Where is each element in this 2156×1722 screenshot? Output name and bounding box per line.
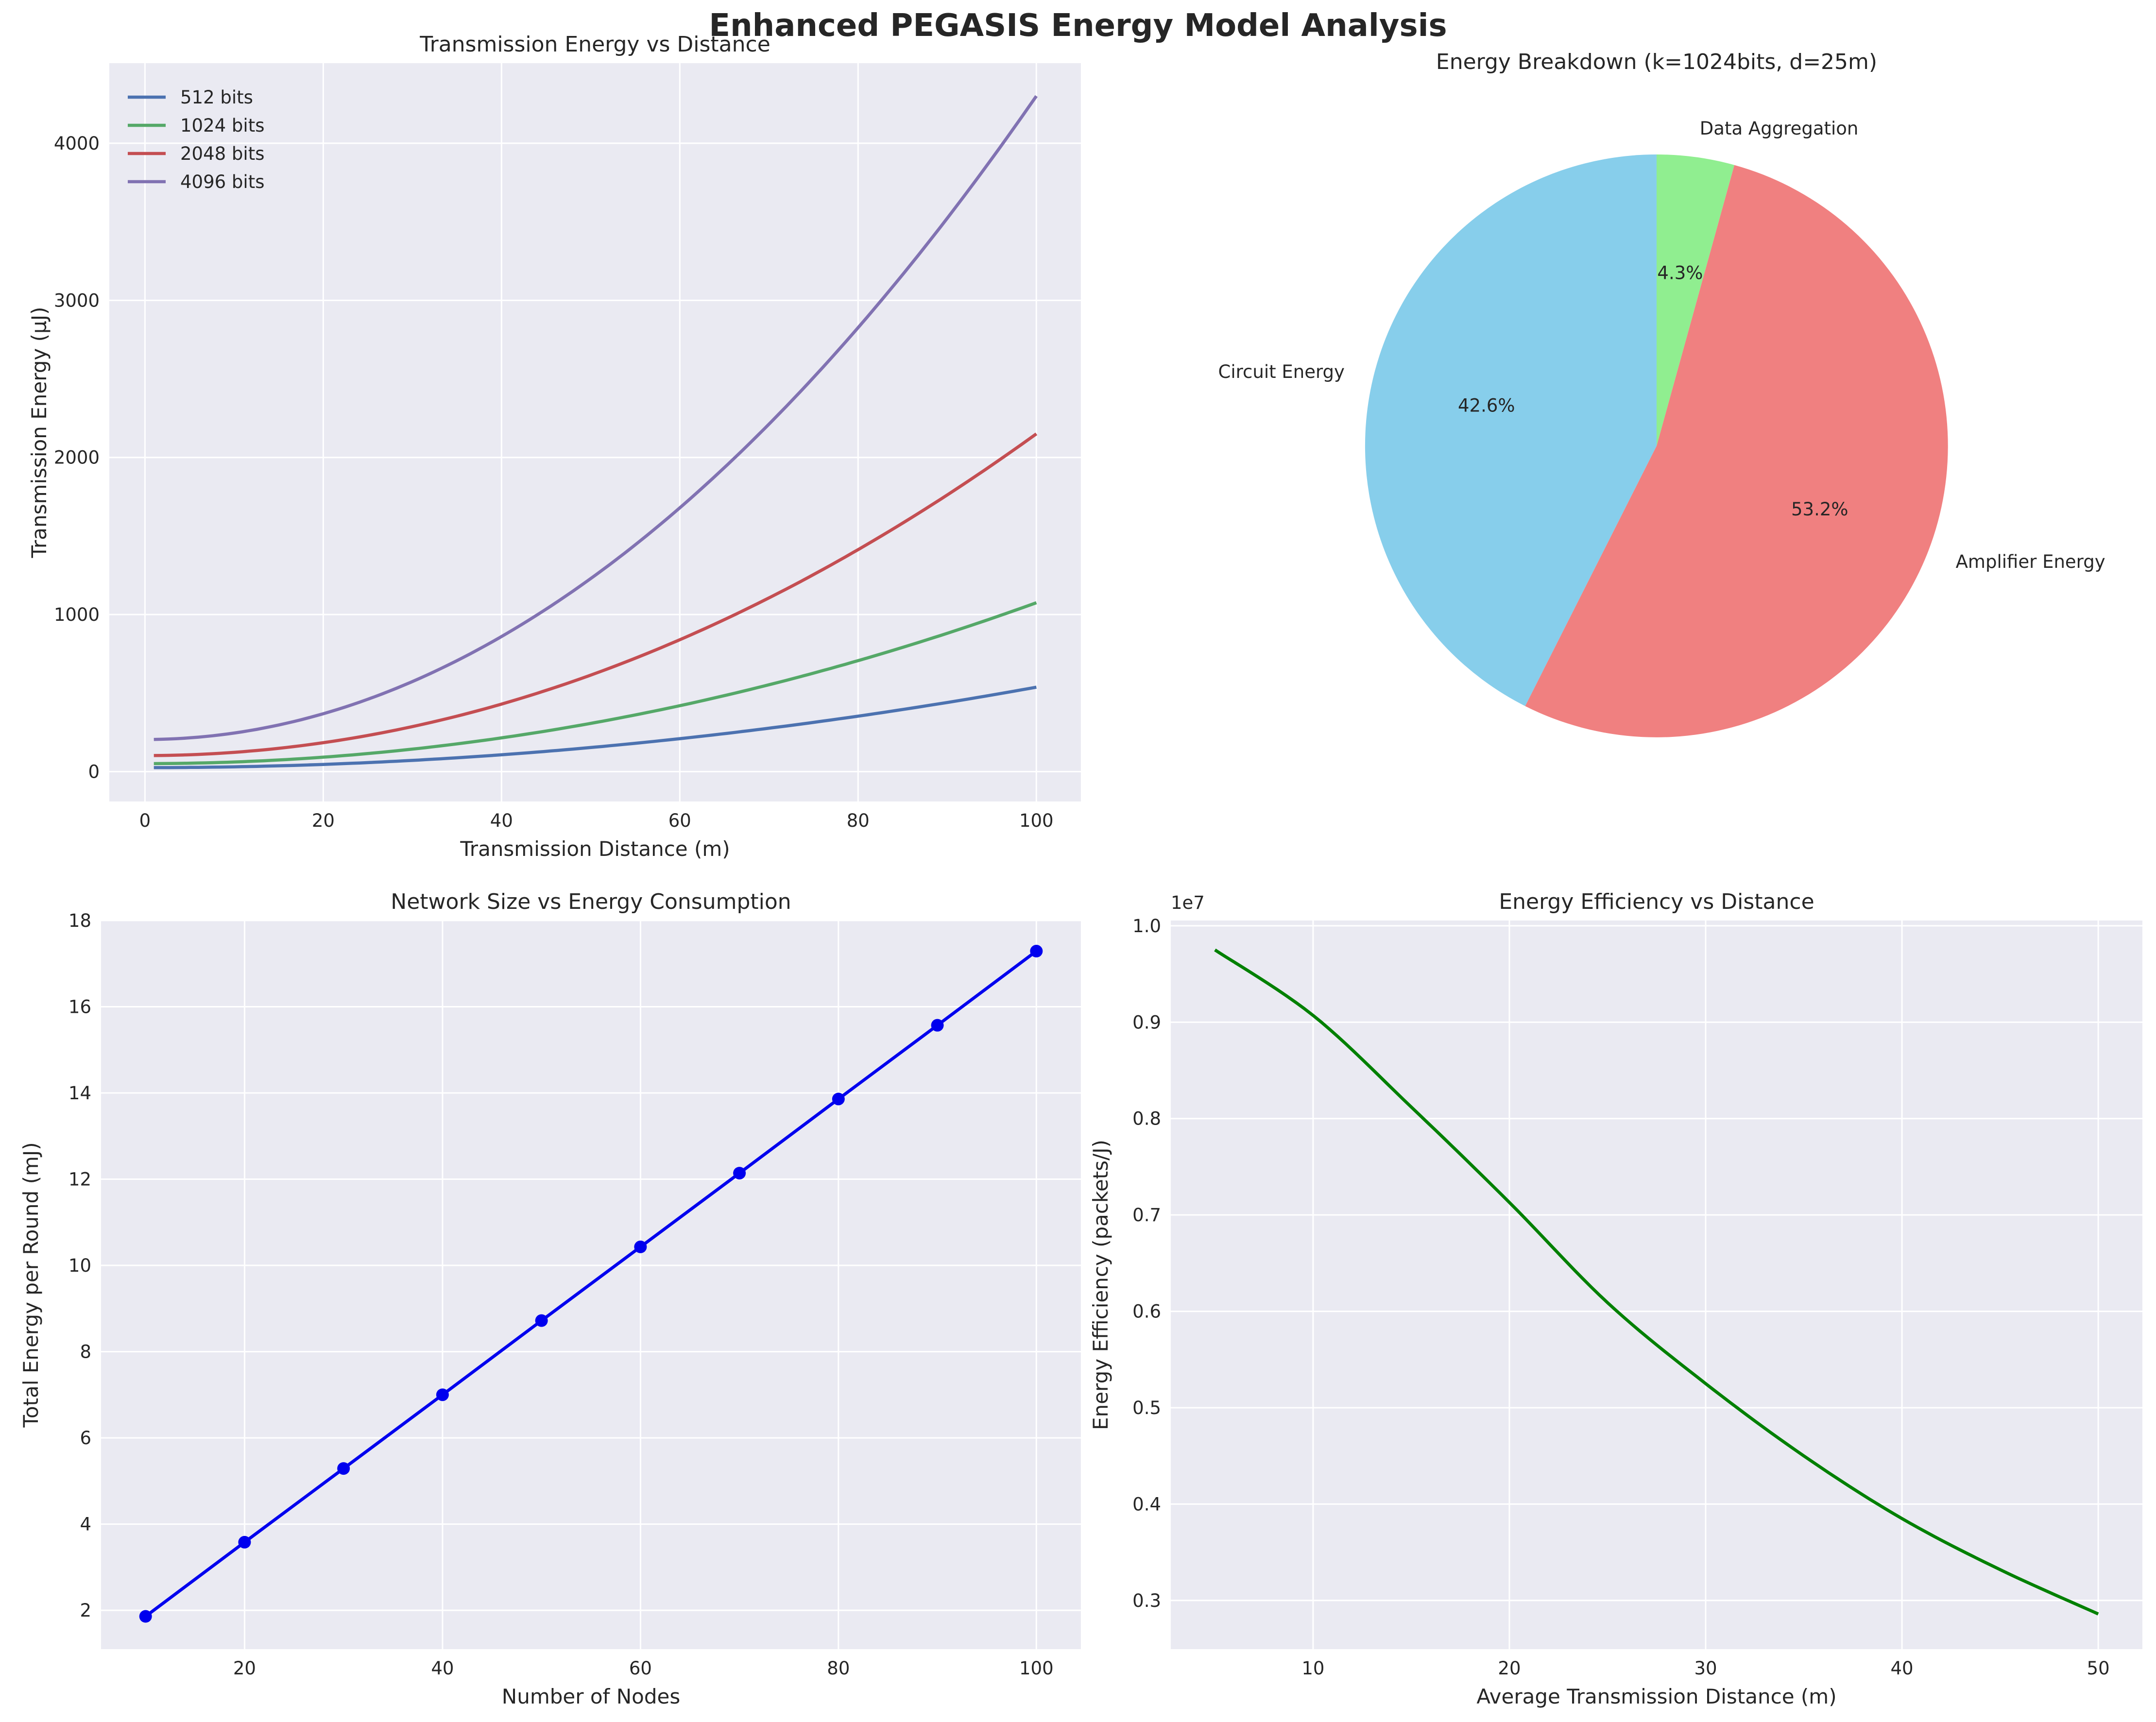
chart-title: Energy Efficiency vs Distance xyxy=(1499,889,1814,914)
x-tick-label: 20 xyxy=(312,810,335,831)
y-tick-label: 14 xyxy=(68,1083,91,1104)
data-point xyxy=(733,1167,746,1180)
x-axis-label: Average Transmission Distance (m) xyxy=(1476,1685,1836,1708)
x-axis-label: Transmission Distance (m) xyxy=(460,837,730,861)
x-tick-label: 30 xyxy=(1694,1658,1717,1679)
y-offset-text: 1e7 xyxy=(1171,892,1205,913)
x-tick-label: 80 xyxy=(827,1658,850,1679)
plot-area xyxy=(1171,921,2142,1649)
x-tick-label: 40 xyxy=(490,810,513,831)
y-tick-label: 0.3 xyxy=(1132,1590,1161,1611)
legend-entry: 4096 bits xyxy=(180,171,264,192)
data-point xyxy=(535,1314,548,1327)
x-tick-label: 60 xyxy=(668,810,691,831)
data-point xyxy=(139,1610,152,1623)
y-tick-label: 3000 xyxy=(54,290,100,311)
pie-percent-label: 4.3% xyxy=(1657,262,1703,283)
legend-entry: 512 bits xyxy=(180,87,253,108)
y-tick-label: 0 xyxy=(88,762,100,783)
data-point xyxy=(931,1019,944,1032)
legend-entry: 2048 bits xyxy=(180,143,264,164)
data-point xyxy=(634,1240,647,1253)
y-axis-label: Total Energy per Round (mJ) xyxy=(19,1142,43,1428)
pie-slice-amplifier-energy xyxy=(1525,165,1948,737)
series-line-2048-bits xyxy=(154,432,1038,757)
x-tick-label: 20 xyxy=(1498,1658,1521,1679)
y-tick-label: 0.4 xyxy=(1132,1494,1161,1515)
plot-area xyxy=(109,63,1081,801)
y-tick-label: 18 xyxy=(68,910,91,931)
figure-title: Enhanced PEGASIS Energy Model Analysis xyxy=(709,8,1447,44)
y-tick-label: 0.7 xyxy=(1132,1205,1161,1226)
data-point xyxy=(436,1388,449,1401)
y-tick-label: 2 xyxy=(80,1600,91,1621)
x-axis-label: Number of Nodes xyxy=(502,1685,680,1708)
y-tick-label: 0.5 xyxy=(1132,1398,1161,1418)
y-tick-label: 10 xyxy=(68,1255,91,1276)
y-tick-label: 4 xyxy=(80,1514,91,1535)
pie-percent-label: 42.6% xyxy=(1458,395,1515,416)
y-tick-label: 0.6 xyxy=(1132,1301,1161,1322)
x-tick-label: 40 xyxy=(431,1658,454,1679)
x-tick-label: 80 xyxy=(847,810,870,831)
series-line-eff xyxy=(1214,948,2099,1616)
pie-slice-label: Amplifier Energy xyxy=(1956,551,2105,572)
y-tick-label: 4000 xyxy=(54,133,100,154)
x-tick-label: 0 xyxy=(139,810,151,831)
pie-slice-label: Data Aggregation xyxy=(1700,118,1859,139)
data-point xyxy=(1030,945,1043,958)
series-line-1024-bits xyxy=(154,601,1037,766)
series-line-4096-bits xyxy=(154,95,1038,741)
x-tick-label: 100 xyxy=(1019,1658,1054,1679)
x-tick-label: 20 xyxy=(233,1658,256,1679)
series-line-net xyxy=(144,950,1038,1618)
y-tick-label: 16 xyxy=(68,997,91,1018)
energy-breakdown-panel: Energy Breakdown (k=1024bits, d=25m) Circ… xyxy=(1218,50,2105,737)
data-point xyxy=(238,1535,251,1549)
x-tick-label: 10 xyxy=(1301,1658,1324,1679)
x-tick-label: 40 xyxy=(1891,1658,1914,1679)
pie-slice-data-aggregation xyxy=(1657,154,1734,446)
x-tick-label: 100 xyxy=(1019,810,1054,831)
y-tick-label: 6 xyxy=(80,1428,91,1449)
network-size-panel: 20 40 60 80 100 2 4 6 8 10 12 14 16 18 Network Size vs… xyxy=(19,889,1081,1708)
y-tick-label: 1.0 xyxy=(1132,916,1161,937)
pie-percent-label: 53.2% xyxy=(1791,499,1848,520)
legend-entry: 1024 bits xyxy=(180,115,264,136)
x-tick-label: 50 xyxy=(2087,1658,2110,1679)
chart-title: Network Size vs Energy Consumption xyxy=(391,889,791,914)
series-line-512-bits xyxy=(154,685,1037,769)
chart-title: Transmission Energy vs Distance xyxy=(419,32,770,57)
pie-slice-label: Circuit Energy xyxy=(1218,361,1345,382)
transmission-energy-panel: 0 20 40 60 80 10001000200030004000Transmissio… xyxy=(27,32,1081,861)
pie-slice-circuit-energy xyxy=(1365,154,1657,706)
chart-title: Energy Breakdown (k=1024bits, d=25m) xyxy=(1436,50,1877,74)
y-tick-label: 2000 xyxy=(54,447,100,468)
energy-efficiency-panel: 10 20 30 40 50 0.3 0.4 0.5 0.6 0.7 0.8 0.9 1.0 Energy… xyxy=(1089,889,2142,1708)
y-tick-label: 8 xyxy=(80,1342,91,1363)
y-axis-label: Transmission Energy (µJ) xyxy=(27,307,51,559)
y-tick-label: 0.9 xyxy=(1132,1012,1161,1033)
data-point xyxy=(832,1092,845,1106)
y-tick-label: 12 xyxy=(68,1169,91,1190)
y-tick-label: 0.8 xyxy=(1132,1108,1161,1129)
y-axis-label: Energy Efficiency (packets/J) xyxy=(1089,1140,1112,1430)
data-point xyxy=(337,1462,350,1475)
y-tick-label: 1000 xyxy=(54,604,100,625)
x-tick-label: 60 xyxy=(629,1658,652,1679)
